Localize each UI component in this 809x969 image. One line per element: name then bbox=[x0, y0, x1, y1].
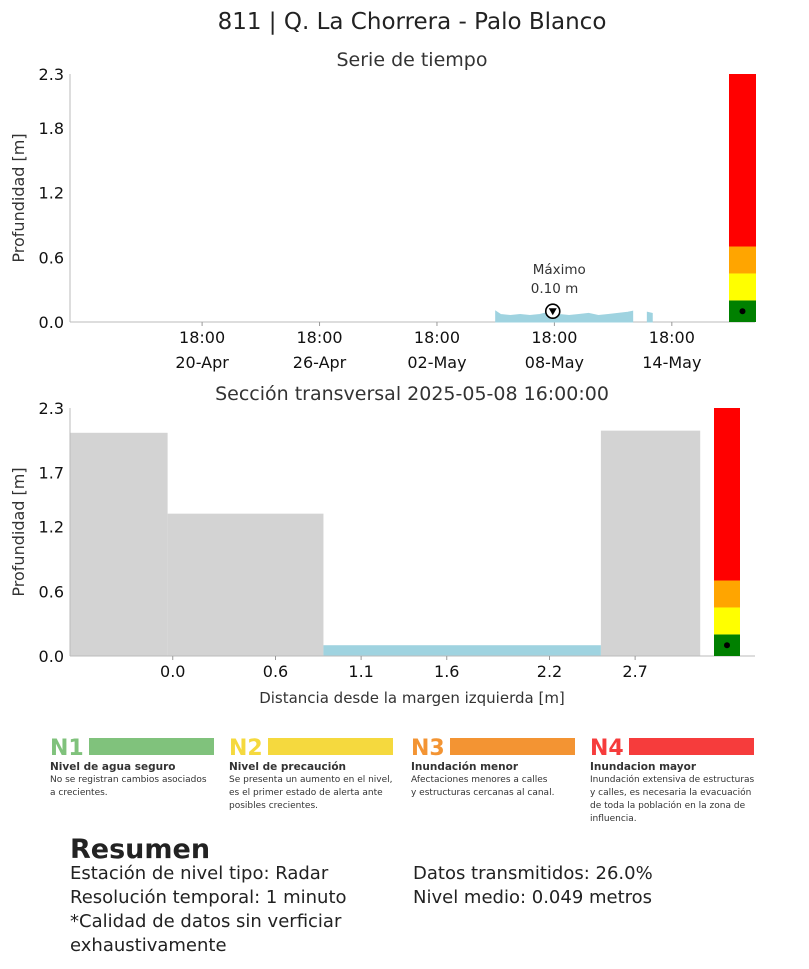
depth-series-area bbox=[495, 310, 634, 323]
level-description-line: influencia. bbox=[590, 814, 637, 824]
level-code: N3 bbox=[411, 736, 445, 761]
x-tick-label: 2.7 bbox=[622, 662, 647, 681]
ground-block bbox=[167, 513, 324, 656]
chart-title: Serie de tiempo bbox=[337, 49, 488, 71]
level-code: N2 bbox=[229, 736, 263, 761]
maximum-marker-arrow bbox=[548, 308, 557, 316]
level-description-line: Inundación extensiva de estructuras bbox=[590, 774, 755, 785]
level-code: N4 bbox=[590, 736, 624, 761]
x-tick-label: 0.0 bbox=[160, 662, 185, 681]
y-tick-label: 0.6 bbox=[39, 248, 64, 267]
level-description-line: es el primer estado de alerta ante bbox=[229, 788, 383, 798]
summary-line: Datos transmitidos: 26.0% bbox=[413, 863, 653, 884]
x-axis-label: Distancia desde la margen izquierda [m] bbox=[259, 689, 565, 707]
x-tick-label-time: 18:00 bbox=[649, 328, 695, 347]
x-tick-label-date: 08-May bbox=[525, 353, 584, 372]
level-bar-segment bbox=[729, 273, 756, 301]
level-description-line: No se registran cambios asociados bbox=[50, 775, 207, 785]
maximum-label: Máximo bbox=[533, 262, 586, 278]
y-tick-label: 0.0 bbox=[39, 313, 64, 332]
y-tick-label: 0.0 bbox=[39, 647, 64, 666]
x-tick-label-time: 18:00 bbox=[414, 328, 460, 347]
x-tick-label: 0.6 bbox=[263, 662, 288, 681]
level-title: Nivel de agua seguro bbox=[50, 761, 175, 773]
level-bar-segment bbox=[714, 408, 740, 581]
x-tick-label-time: 18:00 bbox=[296, 328, 342, 347]
level-title: Inundación menor bbox=[411, 761, 519, 773]
y-tick-label: 0.6 bbox=[39, 582, 64, 601]
x-tick-label-date: 26-Apr bbox=[293, 353, 347, 372]
x-tick-label-date: 14-May bbox=[642, 353, 701, 372]
x-tick-label: 2.2 bbox=[537, 662, 562, 681]
time-series-chart: Serie de tiempo 0.0 0.6 1.2 1.8 2.3 Profundida… bbox=[9, 49, 756, 372]
summary-line: *Calidad de datos sin verficiar bbox=[70, 911, 342, 932]
summary-line: Resolución temporal: 1 minuto bbox=[70, 887, 347, 908]
water-area bbox=[323, 645, 601, 656]
x-tick-label-time: 18:00 bbox=[179, 328, 225, 347]
level-color-bar bbox=[629, 738, 754, 755]
level-description-line: posibles crecientes. bbox=[229, 801, 318, 811]
level-description-line: y calles, es necesaria la evacuación bbox=[590, 787, 751, 798]
summary-left-column: Estación de nivel tipo: Radar Resolución … bbox=[70, 862, 347, 958]
ground-block bbox=[600, 430, 701, 656]
page-title: 811 | Q. La Chorrera - Palo Blanco bbox=[218, 9, 607, 35]
summary-title: Resumen bbox=[70, 834, 211, 865]
level-bar-segment bbox=[714, 580, 740, 608]
summary-right-column: Datos transmitidos: 26.0% Nivel medio: 0.… bbox=[413, 862, 653, 910]
cross-section-chart: Sección transversal 2025-05-08 16:00:00 0… bbox=[9, 383, 755, 707]
y-tick-label: 1.2 bbox=[39, 518, 64, 537]
x-tick-label-date: 02-May bbox=[407, 353, 466, 372]
level-color-bar bbox=[450, 738, 575, 755]
level-description-line: y estructuras cercanas al canal. bbox=[411, 788, 554, 798]
level-title: Inundacion mayor bbox=[590, 761, 697, 773]
y-axis-label: Profundidad [m] bbox=[9, 133, 28, 262]
depth-series-area bbox=[646, 311, 653, 323]
x-tick-label-date: 20-Apr bbox=[175, 353, 229, 372]
level-code: N1 bbox=[50, 736, 84, 761]
y-tick-label: 1.7 bbox=[39, 464, 64, 483]
level-color-bar bbox=[89, 738, 214, 755]
level-title: Nivel de precaución bbox=[229, 761, 346, 773]
summary-line: exhaustivamente bbox=[70, 935, 227, 956]
level-bar-segment bbox=[729, 246, 756, 274]
level-marker bbox=[724, 642, 730, 649]
x-tick-label-time: 18:00 bbox=[531, 328, 577, 347]
level-marker bbox=[739, 308, 746, 315]
x-tick-label: 1.1 bbox=[348, 662, 373, 681]
y-tick-label: 2.3 bbox=[39, 399, 64, 418]
y-tick-label: 1.2 bbox=[39, 184, 64, 203]
level-description-line: de toda la población en la zona de bbox=[590, 800, 746, 811]
y-axis-label: Profundidad [m] bbox=[9, 467, 28, 596]
y-tick-label: 2.3 bbox=[39, 65, 64, 84]
level-description-line: a crecientes. bbox=[50, 788, 108, 798]
level-bar-segment bbox=[714, 607, 740, 635]
x-tick-label: 1.6 bbox=[434, 662, 459, 681]
level-bar-segment bbox=[729, 74, 756, 247]
summary-line: Nivel medio: 0.049 metros bbox=[413, 887, 653, 908]
level-color-bar bbox=[268, 738, 393, 755]
chart-title: Sección transversal 2025-05-08 16:00:00 bbox=[215, 383, 609, 405]
level-description-line: Afectaciones menores a calles bbox=[411, 775, 548, 785]
level-description-line: Se presenta un aumento en el nivel, bbox=[229, 775, 393, 785]
maximum-value: 0.10 m bbox=[531, 281, 579, 297]
y-tick-label: 1.8 bbox=[39, 119, 64, 138]
summary-line: Estación de nivel tipo: Radar bbox=[70, 863, 329, 884]
ground-block bbox=[70, 432, 168, 656]
